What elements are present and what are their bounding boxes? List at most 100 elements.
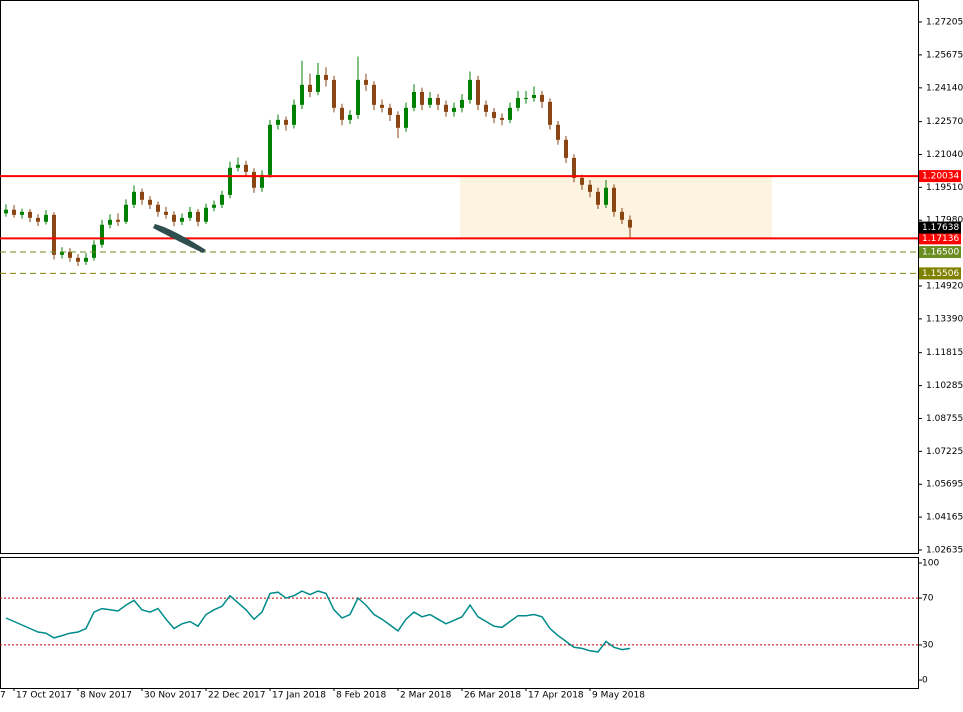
candle-body [196,211,200,222]
candle-body [124,204,128,222]
candle-body [412,91,416,108]
candle-body [4,209,8,214]
candle-body [60,251,64,255]
x-tick-label: 30 Nov 2017 [144,691,202,701]
price-level-label: 1.20034 [922,172,959,182]
candle-body [236,164,240,168]
x-tick-label: 17 Jan 2018 [272,691,326,701]
candle-body [556,124,560,140]
candle-body [180,217,184,222]
price-level-label: 1.15506 [922,269,959,279]
price-level-label-bg [919,232,961,245]
candle-body [188,211,192,218]
candle-body [500,117,504,120]
y-tick-label: 1.08755 [926,414,963,424]
candle-body [76,257,80,262]
candle-body [132,191,136,205]
candle-body [348,114,352,120]
candle-body [68,251,72,258]
candle-body [572,157,576,178]
y-tick-label: 1.13390 [926,314,963,324]
candle-body [44,214,48,222]
candle-body [460,99,464,108]
candle-body [404,107,408,128]
candle-body [108,219,112,225]
candle-body [508,107,512,120]
candle-body [52,214,56,255]
candle-body [20,211,24,215]
x-tick-label: 2 Mar 2018 [400,691,452,701]
main-panel-frame [0,0,919,554]
candle-body [36,217,40,222]
y-tick-label: 1.02635 [926,545,963,555]
candle-body [156,204,160,212]
x-tick-label: 17 Oct 2017 [16,691,72,701]
candle-body [84,257,88,262]
candle-body [220,194,224,205]
candle-body [316,74,320,92]
candle-body [540,94,544,102]
y-tick-label: 1.04165 [926,513,963,523]
candle-body [260,174,264,188]
candle-body [532,94,536,98]
y-tick-label: 1.27205 [926,17,963,27]
y-tick-label: 1.10285 [926,381,963,391]
main-panel: 1.27205 1.25675 1.24140 1.22570 1.21040 1.195… [0,17,963,555]
candle-body [12,209,16,215]
candle-body [588,184,592,192]
candle-body [276,119,280,125]
y-tick-label: 1.11815 [926,348,963,358]
candle-body [620,211,624,220]
candle-body [244,164,248,172]
candle-body [268,124,272,175]
candle-body [340,107,344,120]
y-tick-label: 1.05695 [926,480,963,490]
price-level-label-bg [919,170,961,183]
candle-body [492,111,496,118]
candle-body [292,104,296,125]
candle-body [148,199,152,205]
last-price-label: 1.17638 [922,223,959,233]
x-tick-label: 9 May 2018 [592,691,645,701]
candle-body [428,97,432,105]
x-tick-label: 26 Mar 2018 [464,691,521,701]
candle-body [100,224,104,245]
candle-body [212,204,216,208]
x-tick-label: 8 Feb 2018 [336,691,387,701]
candle-body [444,104,448,112]
y-tick-label: 1.21040 [926,150,963,160]
y-tick-label: 30 [922,640,934,650]
rsi-line [5,590,631,653]
y-tick-label: 1.17980 [926,216,963,226]
candle-body [596,191,600,205]
candle-body [420,91,424,105]
candle-body [308,84,312,92]
candle-body [324,74,328,80]
candle-body [628,219,632,228]
candle-body [580,177,584,185]
candle-body [524,97,528,99]
rsi-panel-frame [0,557,919,689]
candle-body [164,211,168,215]
y-tick-label: 0 [922,676,928,686]
candle-body [436,97,440,105]
candle-body [228,167,232,195]
y-tick-label: 70 [922,594,934,604]
candle-body [548,101,552,125]
y-tick-label: 100 [922,558,939,568]
candle-body [116,219,120,222]
candle-body [28,211,32,218]
candle-body [252,171,256,188]
y-tick-label: 1.22570 [926,117,963,127]
x-tick-label: 8 Nov 2017 [80,691,132,701]
candle-body [300,84,304,105]
candle-body [172,214,176,222]
candle-body [332,79,336,108]
candle-body [396,114,400,128]
candle-body [476,79,480,105]
x-tick-label: 22 Dec 2017 [208,691,266,701]
candle-body [284,119,288,125]
candle-body [388,107,392,115]
y-tick-label: 1.07225 [926,447,963,457]
price-level-label: 1.16500 [922,248,959,258]
